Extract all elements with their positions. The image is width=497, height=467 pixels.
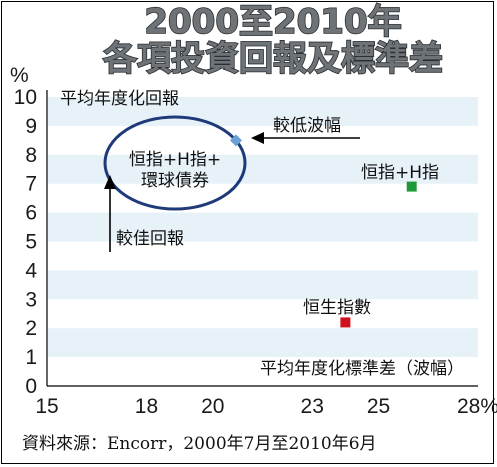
- x-tick-label: 15: [35, 395, 58, 418]
- grid-band: [48, 212, 478, 242]
- x-tick-label: 20: [201, 395, 224, 418]
- highlight-ellipse: [103, 115, 247, 211]
- x-tick-label: 28%: [457, 395, 497, 418]
- x-axis-label: 平均年度化標準差（波幅）: [260, 359, 464, 379]
- y-tick-label: 1: [25, 346, 37, 369]
- data-point-label: 環球債券: [141, 171, 209, 191]
- grid-band: [48, 328, 478, 358]
- grid-band: [48, 97, 478, 126]
- y-tick-label: 0: [25, 375, 37, 398]
- data-point-label: 恒指+H指: [361, 163, 439, 183]
- y-tick-label: 6: [25, 202, 37, 225]
- low-volatility-arrowhead: [251, 132, 264, 144]
- chart-title: 2000至2010年: [144, 2, 401, 42]
- y-axis-label: 平均年度化回報: [60, 89, 179, 109]
- y-tick-label: 5: [25, 231, 37, 254]
- y-tick-label: 8: [25, 144, 37, 167]
- y-tick-label: 10: [14, 86, 37, 109]
- y-tick-labels: 0 1 2 3 4 5 6 7 8 9 10: [14, 86, 38, 398]
- y-tick-label: 7: [25, 173, 37, 196]
- data-point-label: 恒生指數: [303, 298, 371, 318]
- chart-subtitle: 各項投資回報及標準差: [103, 39, 443, 79]
- better-return-label: 較佳回報: [116, 229, 184, 249]
- data-point-marker: [406, 181, 417, 192]
- grid-bands: [48, 97, 478, 358]
- better-return-arrowhead: [104, 175, 116, 189]
- grid-band: [48, 154, 478, 184]
- x-tick-labels: 15 18 20 23 25 28%: [35, 395, 497, 418]
- source-note: 資料來源：Encorr，2000年7月至2010年6月: [22, 434, 377, 454]
- x-tick-label: 18: [135, 395, 158, 418]
- grid-band: [48, 270, 478, 300]
- y-tick-label: 4: [25, 259, 37, 282]
- data-point-marker: [340, 317, 351, 328]
- data-point-marker: [229, 134, 242, 147]
- x-tick-label: 23: [301, 395, 324, 418]
- y-unit-label: %: [10, 64, 29, 87]
- data-point-label: 恒指+H指+: [129, 150, 221, 170]
- y-tick-label: 2: [25, 317, 37, 340]
- x-tick-label: 25: [367, 395, 390, 418]
- y-tick-label: 9: [25, 115, 37, 138]
- low-volatility-label: 較低波幅: [273, 116, 341, 136]
- y-tick-label: 3: [25, 288, 37, 311]
